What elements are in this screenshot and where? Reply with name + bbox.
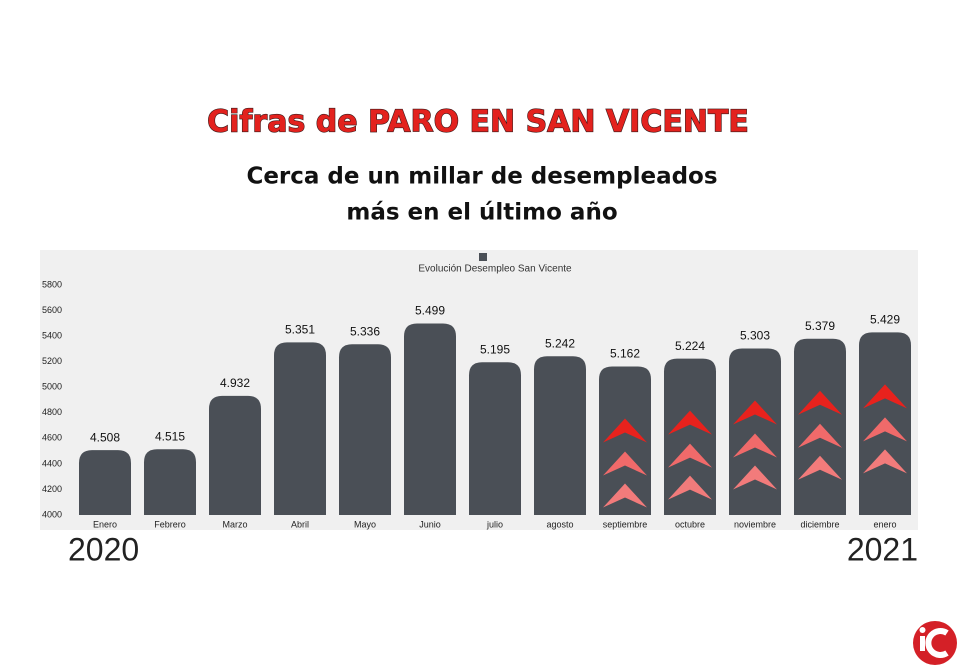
arrow-icon [733, 400, 777, 425]
value-label: 5.379 [805, 319, 835, 333]
y-tick-label: 4400 [42, 458, 62, 468]
annotation: 2021 [847, 531, 918, 567]
y-tick-label: 4600 [42, 433, 62, 443]
y-tick-label: 4000 [42, 509, 62, 519]
y-tick-label: 5000 [42, 382, 62, 392]
legend-swatch [479, 253, 487, 261]
x-tick-label: agosto [546, 519, 573, 529]
bar [599, 366, 651, 515]
arrow-icon [733, 433, 777, 458]
legend-label: Evolución Desempleo San Vicente [418, 264, 572, 275]
arrow-icon [733, 465, 777, 490]
x-tick-label: septiembre [603, 519, 648, 529]
y-tick-label: 5200 [42, 356, 62, 366]
value-label: 5.303 [740, 329, 770, 343]
logo-circle [913, 621, 957, 665]
arrow-icon [603, 418, 647, 443]
value-label: 4.515 [155, 429, 185, 443]
bar [339, 344, 391, 515]
chart-title: Cifras de PARO EN SAN VICENTE [207, 105, 749, 140]
arrow-icon [863, 449, 907, 474]
arrow-icon [668, 443, 712, 468]
arrow-icon [863, 417, 907, 442]
bar [209, 395, 261, 515]
value-label: 5.351 [285, 323, 315, 337]
logo-shape [925, 628, 949, 658]
bar [534, 356, 586, 515]
logo-shape [919, 627, 926, 633]
bar [144, 449, 196, 515]
x-tick-label: julio [486, 519, 503, 529]
value-label: 4.932 [220, 376, 250, 390]
logo [913, 621, 957, 665]
x-tick-label: Febrero [154, 519, 186, 529]
value-label: 5.224 [675, 339, 705, 353]
y-tick-label: 4800 [42, 407, 62, 417]
x-tick-label: octubre [675, 519, 705, 529]
value-label: 5.429 [870, 313, 900, 327]
arrow-icon [603, 451, 647, 476]
value-label: 5.195 [480, 342, 510, 356]
arrow-icon [668, 410, 712, 435]
x-tick-label: Enero [93, 519, 117, 529]
bar [469, 362, 521, 515]
value-label: 5.499 [415, 304, 445, 318]
x-tick-label: noviembre [734, 519, 776, 529]
x-tick-label: Abril [291, 519, 309, 529]
y-tick-label: 5800 [42, 279, 62, 289]
bar [274, 342, 326, 515]
x-tick-label: Marzo [222, 519, 247, 529]
arrow-icon [798, 390, 842, 415]
value-label: 5.162 [610, 347, 640, 361]
logo-shape [920, 636, 925, 651]
arrow-icon [603, 483, 647, 508]
x-tick-label: Junio [419, 519, 441, 529]
arrow-icon [798, 455, 842, 480]
y-tick-label: 5400 [42, 330, 62, 340]
x-tick-label: enero [873, 519, 896, 529]
x-tick-label: diciembre [800, 519, 839, 529]
arrow-icon [668, 475, 712, 500]
value-label: 5.242 [545, 336, 575, 350]
y-tick-label: 5600 [42, 305, 62, 315]
bar [79, 450, 131, 515]
value-label: 4.508 [90, 430, 120, 444]
chart-subtitle: más en el último año [346, 200, 617, 226]
arrow-icon [798, 423, 842, 448]
annotation: 2020 [68, 531, 139, 567]
value-label: 5.336 [350, 324, 380, 338]
bar [404, 323, 456, 515]
arrow-icon [863, 384, 907, 409]
x-tick-label: Mayo [354, 519, 376, 529]
bar [664, 358, 716, 515]
y-tick-label: 4200 [42, 484, 62, 494]
chart-subtitle: Cerca de un millar de desempleados [246, 164, 717, 190]
bar [729, 348, 781, 515]
